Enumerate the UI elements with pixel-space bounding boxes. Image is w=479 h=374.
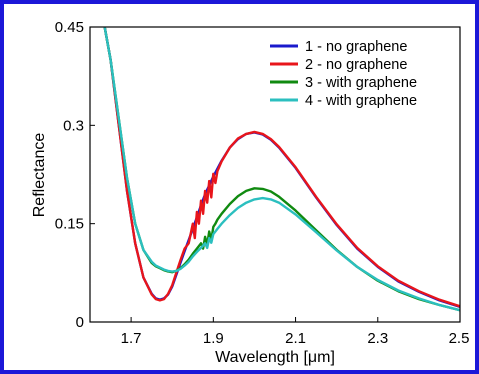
ticks-layer: 1.7 1.9 2.1 2.3 2.5 0 0.15 0.3 0.45 xyxy=(55,19,470,347)
y-tick-label: 0 xyxy=(76,314,84,331)
y-axis-label: Reflectance xyxy=(31,133,48,218)
legend-label-3: 3 - with graphene xyxy=(305,75,417,91)
x-tick-label: 2.3 xyxy=(367,330,388,347)
series-layer xyxy=(103,27,460,312)
legend-label-1: 1 - no graphene xyxy=(305,39,407,55)
legend-label-2: 2 - no graphene xyxy=(305,57,407,73)
y-tick-label: 0.15 xyxy=(55,216,84,233)
x-tick-label: 2.1 xyxy=(285,330,306,347)
y-tick-label: 0.45 xyxy=(55,19,84,36)
x-tick-label: 1.7 xyxy=(121,330,142,347)
x-axis-label: Wavelength [μm] xyxy=(215,349,335,366)
legend-label-4: 4 - with graphene xyxy=(305,93,417,109)
x-tick-label: 1.9 xyxy=(203,330,224,347)
legend: 1 - no graphene 2 - no graphene 3 - with… xyxy=(270,39,417,109)
x-tick-label: 2.5 xyxy=(449,330,470,347)
series-line-4 xyxy=(103,27,460,312)
series-line-2 xyxy=(103,27,460,308)
plot-border xyxy=(89,26,461,323)
y-tick-label: 0.3 xyxy=(63,117,84,134)
plot-area xyxy=(90,27,460,322)
